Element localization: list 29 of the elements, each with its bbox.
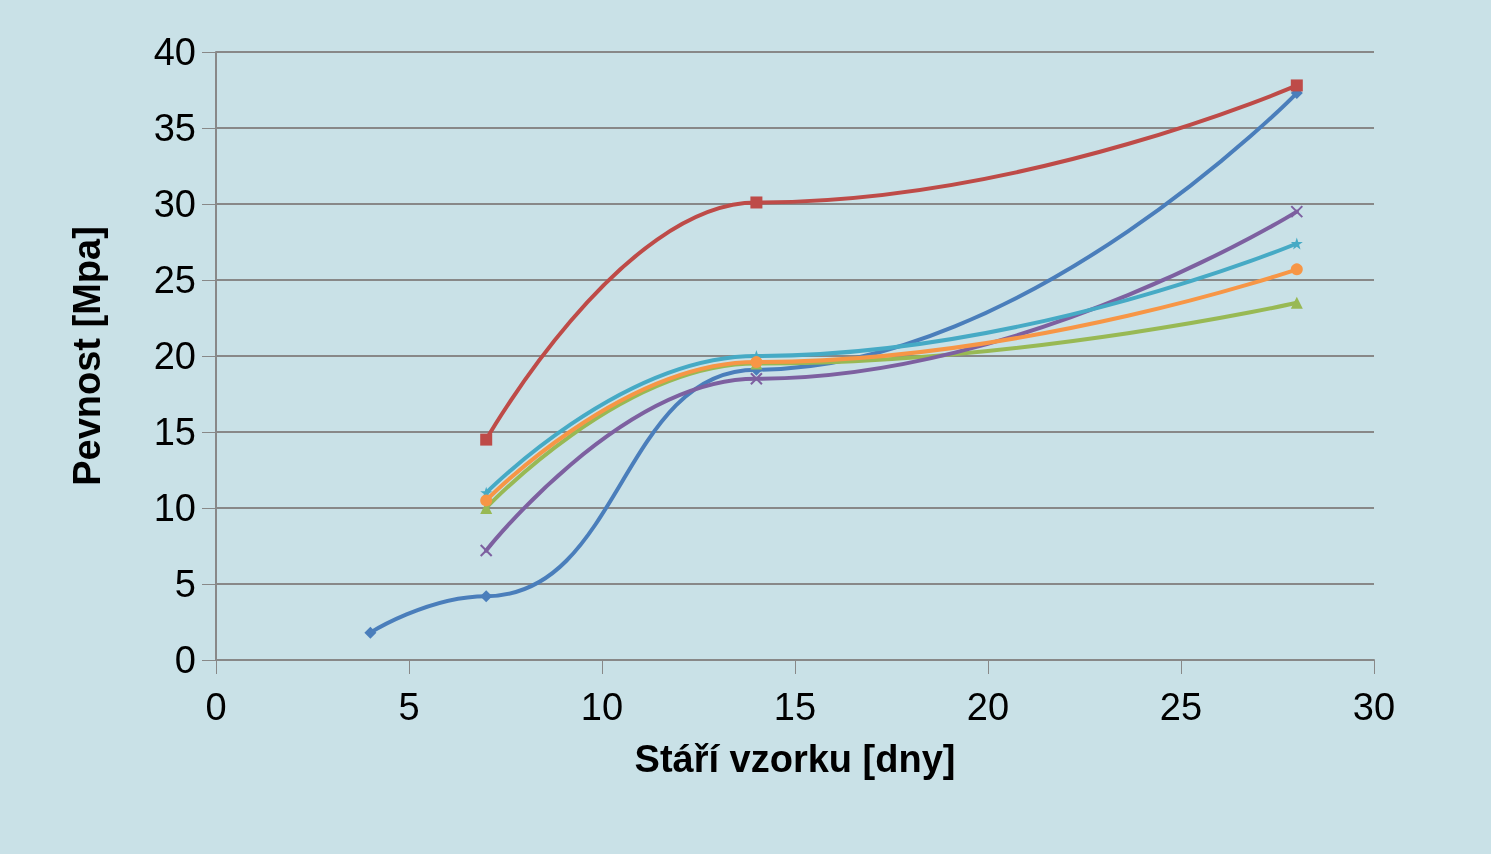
- y-tick-label: 5: [174, 563, 196, 605]
- y-axis-title: Pevnost [Mpa]: [66, 226, 108, 486]
- y-tick-label: 15: [153, 411, 196, 453]
- x-axis-title: Stáří vzorku [dny]: [634, 738, 956, 780]
- y-tick-label: 0: [174, 639, 196, 681]
- x-tick-label: 20: [966, 686, 1010, 728]
- point: [480, 433, 493, 446]
- point: [750, 196, 763, 209]
- point: [1290, 205, 1304, 219]
- point: [749, 372, 763, 386]
- point: [1290, 296, 1303, 309]
- y-tick-label: 20: [153, 335, 196, 377]
- x-tick-label: 25: [1159, 686, 1203, 728]
- y-tick-label: 35: [153, 107, 196, 149]
- y-tick-label: 30: [153, 183, 196, 225]
- x-tick-label: 10: [580, 686, 624, 728]
- point: [480, 494, 493, 507]
- x-tick-label: 15: [773, 686, 817, 728]
- x-tick-label: 5: [398, 686, 420, 728]
- y-tick-label: 40: [153, 31, 196, 73]
- y-tick-label: 25: [153, 259, 196, 301]
- point: [1290, 79, 1303, 92]
- x-tick-label: 0: [205, 686, 227, 728]
- point: [1290, 263, 1303, 276]
- x-tick-label: 30: [1352, 686, 1396, 728]
- point: [479, 544, 493, 558]
- point: [1290, 237, 1303, 250]
- point: [364, 626, 377, 639]
- y-tick-label: 10: [153, 487, 196, 529]
